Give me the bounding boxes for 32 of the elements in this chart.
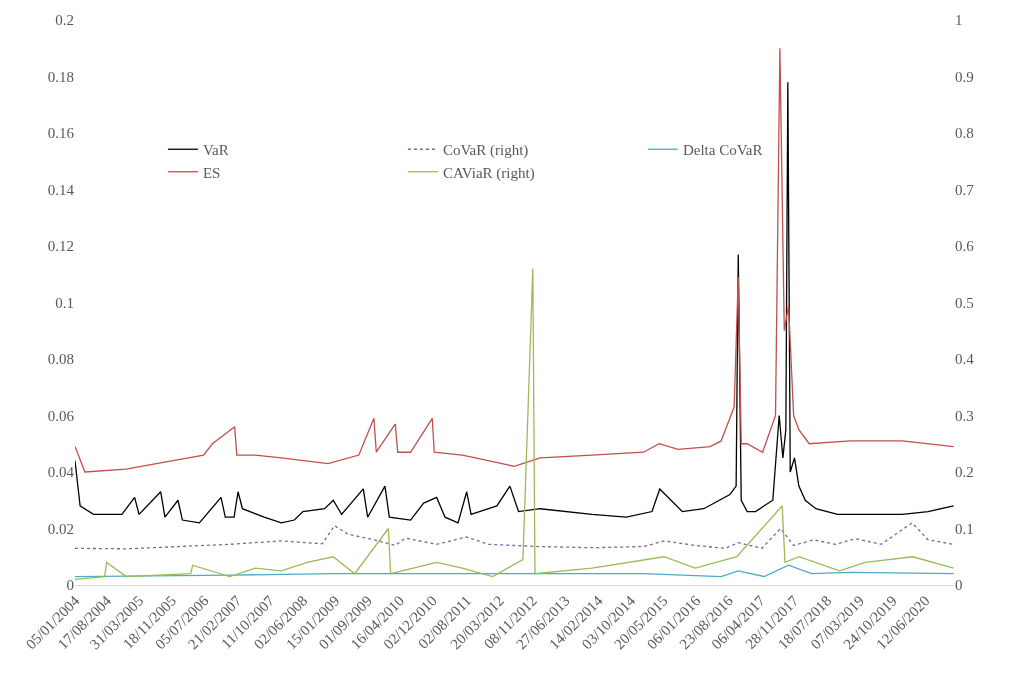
y2-tick-label: 0.2 (955, 464, 974, 481)
y2-tick-label: 0 (955, 577, 963, 594)
y2-tick-label: 0.4 (955, 351, 975, 368)
y-tick-label: 0.12 (47, 238, 74, 255)
line-series (75, 564, 954, 578)
y-tick-label: 0.02 (47, 520, 74, 537)
y-tick-label: 0.06 (47, 407, 75, 424)
y-tick-label: 0.16 (47, 125, 75, 142)
legend-label: Delta CoVaR (682, 142, 763, 159)
y2-tick-label: 0.3 (955, 407, 974, 424)
y-tick-label: 0.04 (47, 464, 75, 481)
y-tick-label: 0.2 (55, 12, 74, 29)
y2-tick-label: 0.8 (955, 125, 974, 142)
legend-label: CoVaR (right) (442, 142, 529, 160)
legend-label: ES (202, 164, 221, 181)
line-series (75, 267, 954, 580)
legend-label: CAViaR (right) (442, 164, 535, 182)
y2-tick-label: 0.6 (955, 238, 975, 255)
y2-tick-label: 0.7 (955, 181, 975, 198)
line-series (75, 47, 954, 473)
y2-tick-label: 1 (955, 12, 963, 29)
y-tick-label: 0.14 (47, 181, 75, 198)
y2-tick-label: 0.9 (955, 68, 974, 85)
y-tick-label: 0.1 (55, 294, 74, 311)
y-tick-label: 0.18 (47, 68, 74, 85)
line-series (75, 522, 954, 550)
y-tick-label: 0.08 (47, 351, 74, 368)
y2-tick-label: 0.5 (955, 294, 974, 311)
y2-tick-label: 0.1 (955, 520, 974, 537)
legend-label: VaR (202, 142, 229, 159)
y-tick-label: 0 (66, 577, 74, 594)
line-series (75, 81, 954, 524)
